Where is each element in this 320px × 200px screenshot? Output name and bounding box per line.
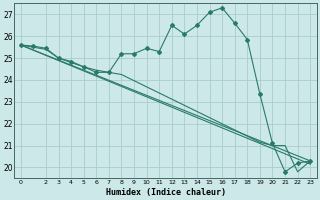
X-axis label: Humidex (Indice chaleur): Humidex (Indice chaleur) [106,188,226,197]
